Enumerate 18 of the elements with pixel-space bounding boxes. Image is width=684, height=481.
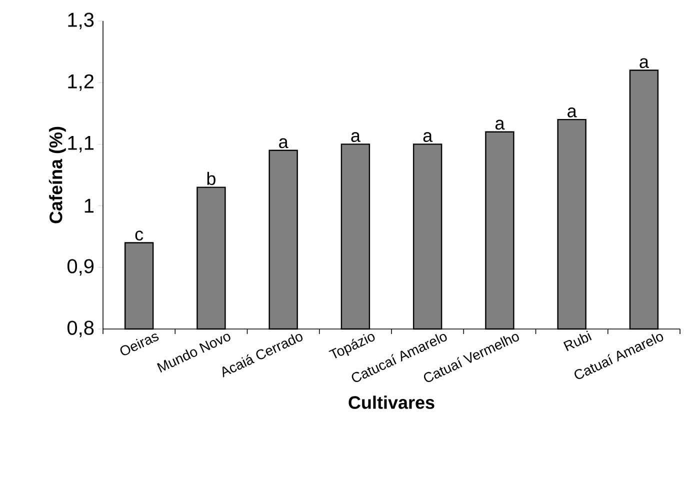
annotation: c: [135, 230, 144, 241]
x-tick-label: Rubi: [563, 330, 592, 352]
annotation: b: [207, 172, 216, 186]
y-axis-title: Cafeína (%): [48, 126, 66, 224]
annotation: a: [568, 107, 577, 118]
y-tick-label: 0,8: [67, 320, 94, 338]
x-axis-title: Cultivares: [348, 396, 434, 409]
annotation: a: [495, 120, 505, 130]
y-tick-label: 1,2: [68, 74, 94, 91]
y-tick-label: 0,9: [67, 259, 94, 276]
annotation: a: [640, 58, 649, 68]
y-tick-label: 1,3: [68, 12, 94, 30]
annotation: a: [279, 138, 288, 148]
annotation: a: [351, 132, 360, 142]
x-tick-label: Oeiras: [120, 334, 159, 356]
annotation: a: [423, 132, 433, 142]
y-tick-label: 1: [84, 198, 94, 213]
y-tick-label: 1,1: [68, 136, 94, 152]
